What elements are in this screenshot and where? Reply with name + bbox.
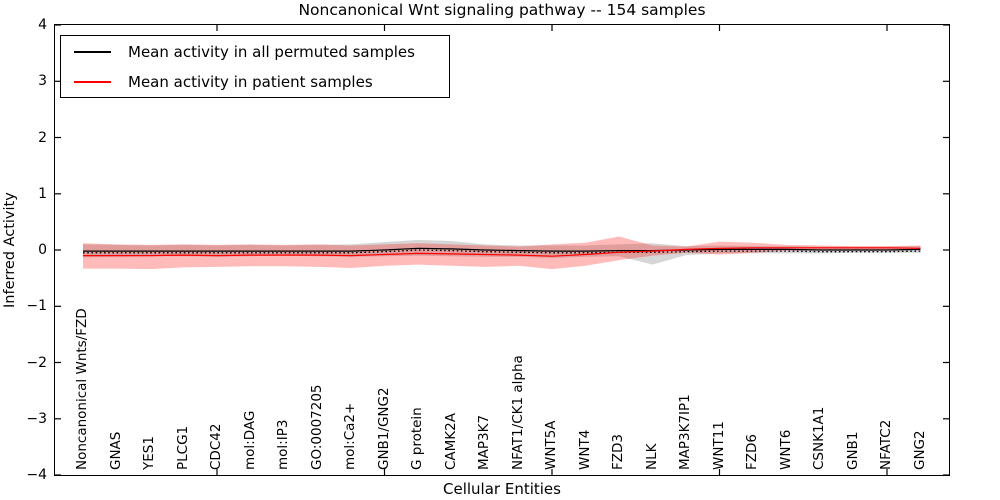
mean-activity-in-patient-samples bbox=[83, 247, 921, 257]
category-label: Noncanonical Wnts/FZD bbox=[74, 308, 90, 470]
category-label: GNAS bbox=[107, 431, 124, 470]
category-label: GNB1 bbox=[844, 431, 861, 470]
category-label: mol:DAG bbox=[241, 410, 258, 470]
y-tick-label: −1 bbox=[26, 298, 47, 315]
category-label: FZD6 bbox=[744, 434, 760, 470]
legend-line-sample-patient bbox=[74, 80, 111, 83]
category-label: GO:0007205 bbox=[308, 384, 325, 470]
category-label: NFAT1/CK1 alpha bbox=[509, 355, 526, 470]
category-label: WNT11 bbox=[710, 421, 727, 470]
category-label: WNT4 bbox=[576, 429, 593, 470]
category-label: CAMK2A bbox=[442, 413, 459, 470]
legend-item-permuted: Mean activity in all permuted samples bbox=[61, 37, 449, 66]
category-label: CDC42 bbox=[208, 423, 224, 470]
mean-activity-in-all-permuted-samples bbox=[83, 247, 921, 252]
category-label: WNT5A bbox=[543, 420, 559, 470]
category-label: CSNK1A1 bbox=[811, 406, 827, 470]
chart-title: Noncanonical Wnt signaling pathway -- 15… bbox=[298, 1, 706, 19]
chart-svg bbox=[55, 25, 949, 475]
y-tick-label: 3 bbox=[38, 73, 47, 90]
permuted-samples-band bbox=[83, 239, 921, 265]
legend: Mean activity in all permuted samples Me… bbox=[60, 35, 450, 98]
category-label: NFATC2 bbox=[878, 419, 894, 470]
category-label: PLCG1 bbox=[174, 425, 191, 470]
legend-line-sample-permuted bbox=[74, 50, 111, 53]
y-tick-label: −2 bbox=[26, 354, 47, 371]
y-tick-label: 1 bbox=[38, 185, 47, 202]
mean-activity-in-all-permuted-samples-dotted bbox=[83, 249, 921, 254]
category-label: MAP3K7IP1 bbox=[677, 394, 693, 470]
category-label: WNT6 bbox=[777, 429, 794, 470]
x-axis-label: Cellular Entities bbox=[443, 480, 561, 498]
category-label: G protein bbox=[409, 407, 425, 470]
y-tick-label: −4 bbox=[26, 467, 47, 483]
category-label: NLK bbox=[643, 443, 660, 470]
patient-samples-band bbox=[83, 236, 921, 270]
y-tick-label: 0 bbox=[38, 242, 47, 258]
category-label: YES1 bbox=[141, 436, 157, 470]
category-label: FZD3 bbox=[610, 434, 626, 470]
legend-label: Mean activity in patient samples bbox=[128, 72, 373, 91]
legend-label: Mean activity in all permuted samples bbox=[128, 42, 415, 61]
y-tick-label: 4 bbox=[38, 17, 47, 33]
category-label: GNG2 bbox=[911, 430, 928, 470]
y-tick-label: 2 bbox=[38, 129, 47, 146]
category-label: MAP3K7 bbox=[476, 414, 492, 470]
legend-item-patient: Mean activity in patient samples bbox=[61, 67, 449, 96]
category-label: mol:Ca2+ bbox=[342, 402, 358, 470]
category-label: mol:IP3 bbox=[275, 419, 291, 470]
category-label: GNB1/GNG2 bbox=[375, 387, 392, 470]
y-tick-label: −3 bbox=[26, 410, 47, 427]
